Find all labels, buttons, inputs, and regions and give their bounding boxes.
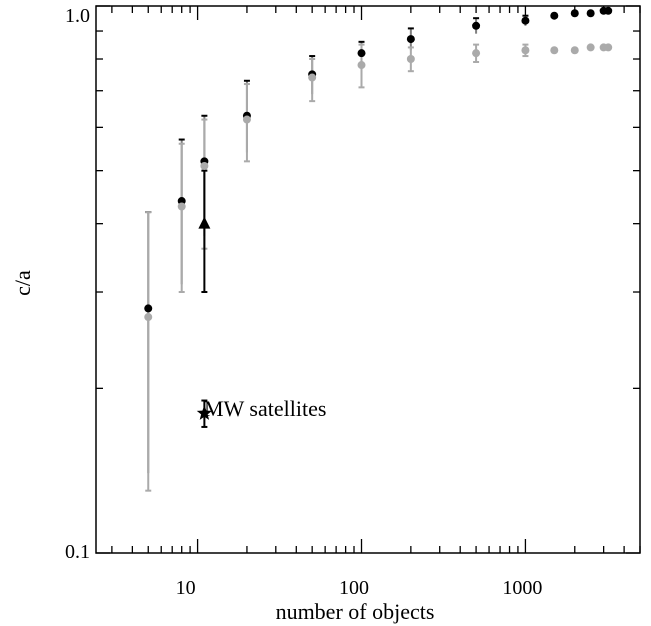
x-axis-title: number of objects xyxy=(276,599,435,624)
gray-data-point xyxy=(177,202,186,211)
black-data-point xyxy=(472,21,481,30)
triangle-data-point xyxy=(198,216,211,229)
gray-data-point xyxy=(472,49,481,58)
gray-data-point xyxy=(406,55,415,64)
gray-data-point xyxy=(242,115,251,124)
black-data-point xyxy=(550,11,559,20)
plot-frame xyxy=(95,5,641,554)
black-data-point xyxy=(570,9,579,18)
gray-data-point xyxy=(550,46,559,55)
gray-data-point xyxy=(357,61,366,70)
mw-satellites-label: MW satellites xyxy=(204,396,326,421)
gray-data-point xyxy=(570,46,579,55)
black-data-point xyxy=(604,6,613,15)
star-data-point xyxy=(196,405,212,420)
y-tick-label: 1.0 xyxy=(65,5,90,27)
gray-data-point xyxy=(144,313,153,322)
x-tick-label: 100 xyxy=(339,577,369,599)
black-data-point xyxy=(357,49,366,58)
y-tick-label: 0.1 xyxy=(65,541,90,563)
gray-data-point xyxy=(200,161,209,170)
x-tick-label: 10 xyxy=(176,577,196,599)
gray-data-point xyxy=(308,73,317,82)
x-tick-label: 1000 xyxy=(502,577,542,599)
gray-data-point xyxy=(521,46,530,55)
black-data-point xyxy=(144,304,153,313)
gray-data-point xyxy=(604,43,613,52)
black-data-point xyxy=(586,9,595,18)
gray-data-point xyxy=(586,43,595,52)
black-data-point xyxy=(521,16,530,25)
y-axis-title: c/a xyxy=(10,270,35,296)
black-data-point xyxy=(406,35,415,44)
